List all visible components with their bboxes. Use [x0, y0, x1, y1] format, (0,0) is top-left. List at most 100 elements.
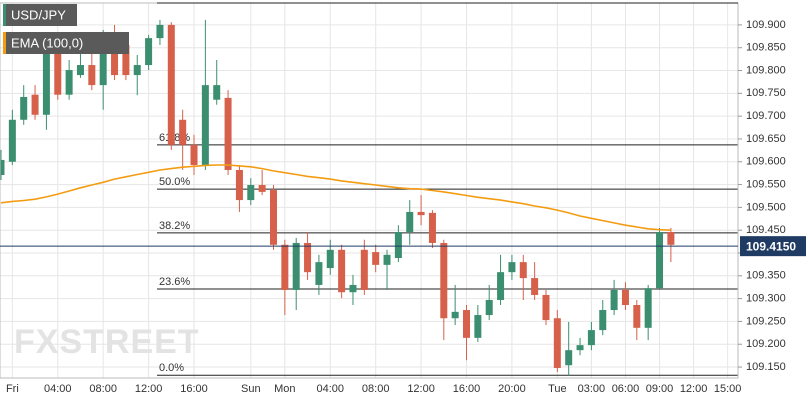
candle-body: [65, 70, 73, 95]
x-tick-label: Mon: [274, 383, 295, 395]
x-tick-label: 16:00: [180, 383, 208, 395]
candle-body: [633, 305, 641, 328]
candle-body: [531, 278, 539, 295]
fib-label: 38.2%: [159, 220, 190, 232]
candle-body: [269, 190, 277, 245]
plot: 61.8%50.0%38.2%23.6%0.0%: [0, 19, 738, 376]
candle-body: [201, 85, 209, 165]
candle-body: [553, 318, 561, 368]
candle-body: [394, 232, 402, 259]
candle-body: [474, 315, 482, 338]
candle-body: [383, 254, 391, 265]
x-tick-label: 08:00: [89, 383, 117, 395]
candle-body: [519, 262, 527, 279]
candle-body: [42, 44, 50, 115]
x-tick-label: 08:00: [362, 383, 390, 395]
legend-swatch: [3, 32, 6, 54]
candle-body: [133, 65, 141, 76]
y-tick-label: 109.200: [746, 338, 786, 350]
candle-body: [656, 232, 664, 289]
legend-label: EMA (100,0): [11, 35, 83, 50]
x-tick-label: 12:00: [135, 383, 163, 395]
candle-body: [497, 272, 505, 300]
x-tick-label: 03:00: [578, 383, 606, 395]
candle-body: [485, 299, 493, 316]
candle-body: [315, 262, 323, 285]
candle-body: [88, 65, 96, 86]
y-tick-label: 109.150: [746, 361, 786, 373]
candle-body: [224, 97, 232, 170]
candle-body: [417, 211, 425, 216]
y-tick-label: 109.300: [746, 293, 786, 305]
candle-body: [644, 288, 652, 328]
legend-box: [3, 32, 129, 54]
candle-body: [576, 345, 584, 351]
last-price-tag: [740, 236, 806, 257]
x-tick-label: Fri: [6, 383, 19, 395]
candle-body: [258, 185, 266, 192]
x-tick-label: 09:00: [646, 383, 674, 395]
grid: [0, 3, 738, 378]
candle-body: [156, 24, 164, 39]
candle-body: [8, 119, 16, 162]
candle-body: [54, 44, 62, 95]
candle-body: [304, 242, 312, 273]
last-price-label: 109.4150: [746, 239, 796, 253]
y-tick-label: 109.750: [746, 87, 786, 99]
candle-body: [451, 311, 459, 319]
x-tick-label: 06:00: [612, 383, 640, 395]
fib-label: 0.0%: [159, 362, 184, 374]
legend: USD/JPY EMA (100,0): [3, 4, 129, 54]
candle-body: [610, 289, 618, 311]
candle-body: [235, 169, 243, 201]
candle-body: [145, 38, 153, 66]
candle-body: [440, 242, 448, 319]
x-tick-label: 12:00: [680, 383, 708, 395]
y-tick-label: 109.600: [746, 156, 786, 168]
y-tick-label: 109.250: [746, 315, 786, 327]
x-tick-label: 12:00: [407, 383, 435, 395]
candle-body: [111, 34, 119, 76]
y-tick-label: 109.900: [746, 19, 786, 31]
candle-body: [213, 85, 221, 100]
candle-body: [99, 39, 107, 86]
y-tick-label: 109.450: [746, 224, 786, 236]
candle-body: [587, 330, 595, 346]
x-tick-label: 20:00: [498, 383, 526, 395]
y-tick-label: 109.700: [746, 110, 786, 122]
x-tick-label: Sun: [241, 383, 261, 395]
candle-body: [281, 244, 289, 290]
candle-body: [542, 294, 550, 321]
candle-body: [463, 310, 471, 338]
x-tick-label: Tue: [548, 383, 567, 395]
candle-body: [565, 350, 573, 366]
candle-body: [326, 249, 334, 269]
x-tick-label: 04:00: [44, 383, 72, 395]
watermark: FXSTREET: [14, 323, 200, 361]
candle-body: [508, 262, 516, 273]
candle-body: [31, 94, 39, 115]
y-tick-label: 109.850: [746, 42, 786, 54]
candle-body: [599, 310, 607, 331]
candle-body: [338, 249, 346, 293]
candle-body: [621, 289, 629, 306]
legend-box: [3, 4, 77, 26]
candle-body: [372, 252, 380, 265]
y-tick-label: 109.650: [746, 133, 786, 145]
legend-label: USD/JPY: [11, 7, 66, 22]
candle-body: [247, 185, 255, 201]
x-tick-label: 15:00: [714, 383, 742, 395]
y-tick-label: 109.800: [746, 64, 786, 76]
x-tick-label: 16:00: [453, 383, 481, 395]
candle-body: [428, 212, 436, 243]
candle-body: [122, 44, 130, 76]
candle-body: [0, 159, 5, 175]
y-tick-label: 109.550: [746, 178, 786, 190]
candle-body: [76, 65, 84, 76]
y-tick-label: 109.500: [746, 201, 786, 213]
candle-body: [349, 284, 357, 293]
candle-body: [406, 211, 414, 233]
candle-body: [667, 232, 675, 245]
fib-label: 50.0%: [159, 176, 190, 188]
candle-body: [360, 249, 368, 290]
